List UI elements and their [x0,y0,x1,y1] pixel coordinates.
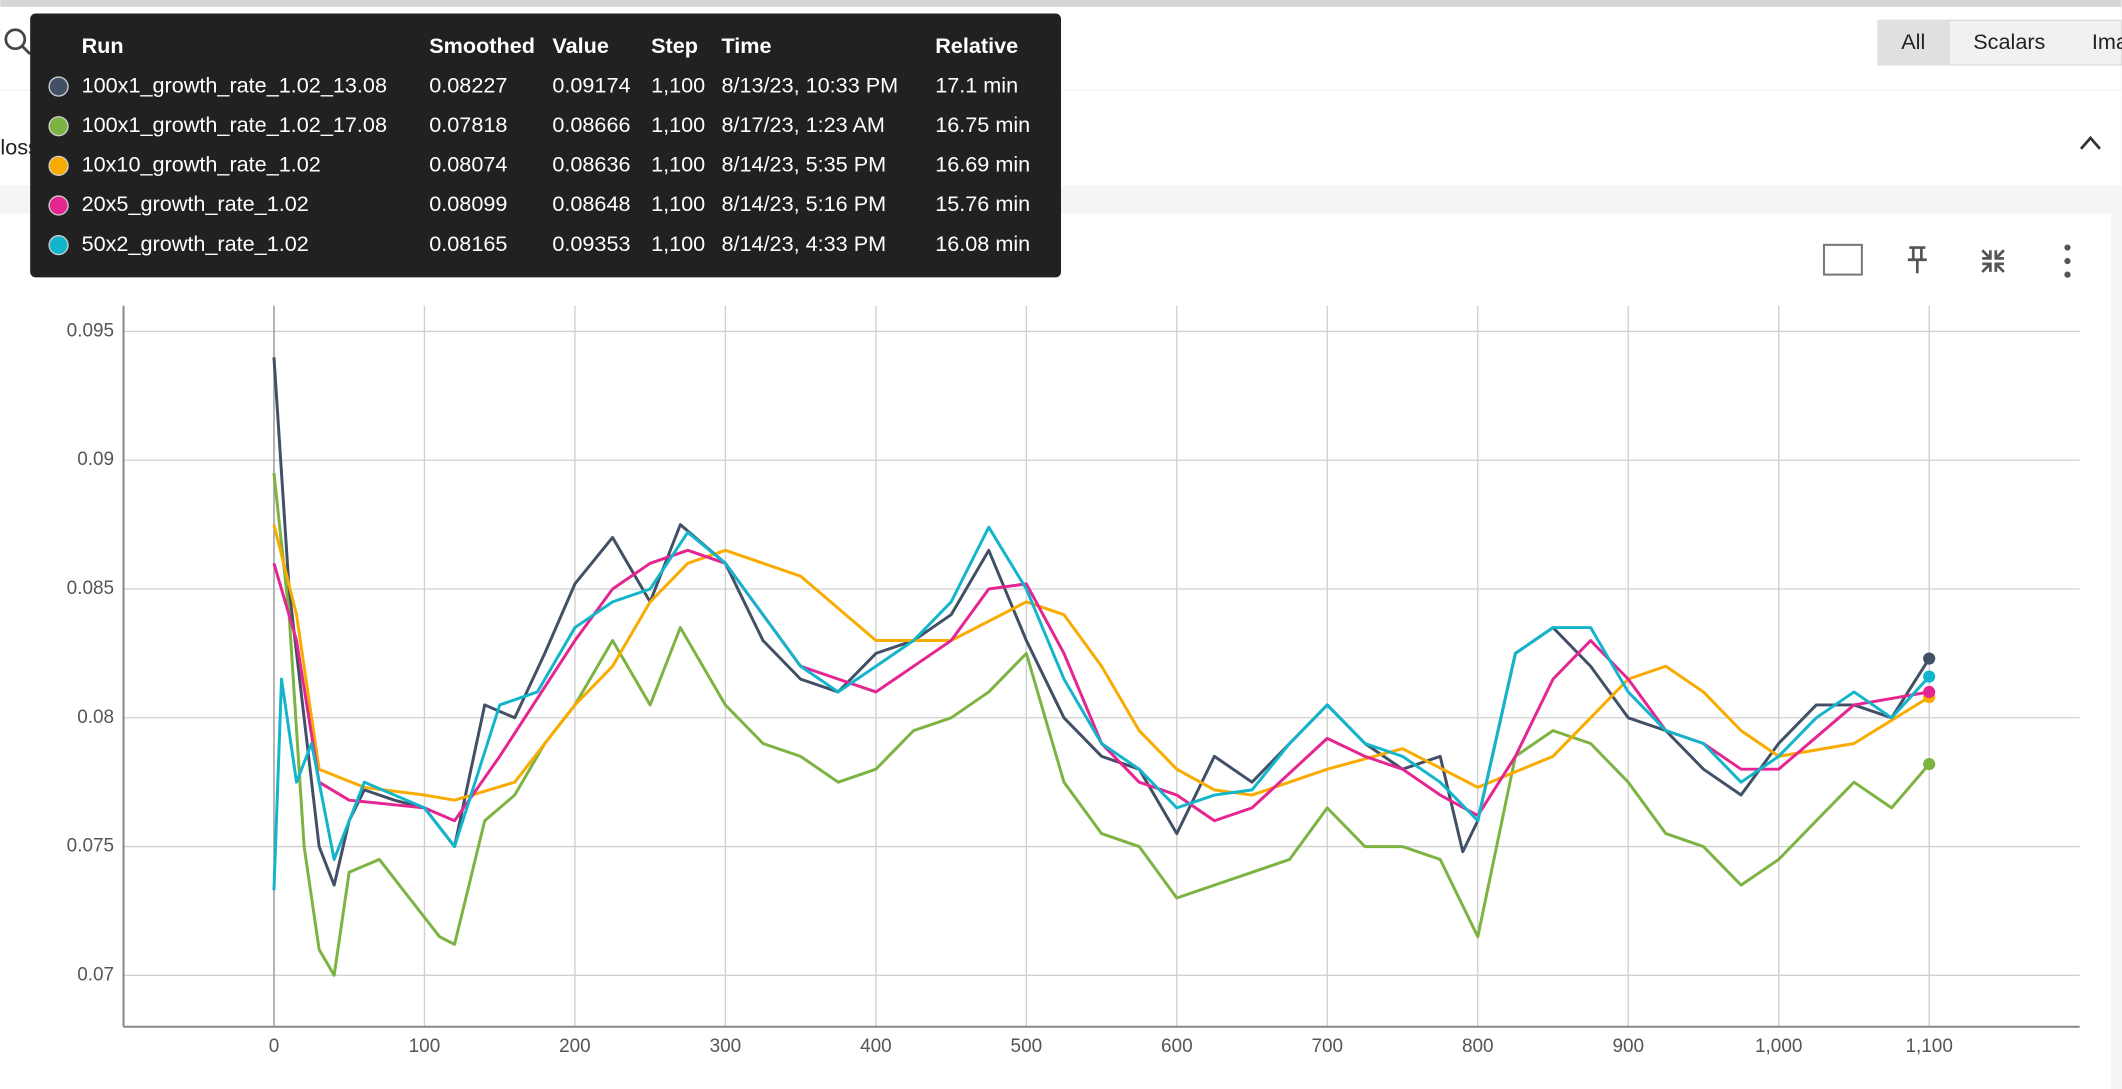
top-border [0,0,2122,7]
tooltip-cell: 0.08074 [429,152,507,177]
tooltip-header: Time [721,33,771,58]
tooltip-header: Run [82,33,124,58]
y-tick-label: 0.085 [67,578,114,599]
tooltip-cell: 16.69 min [935,152,1030,177]
card [0,213,2111,1089]
plot: 0.07 0.075 0.08 0.085 0.09 0.095 0 100 200 300 400… [67,305,2080,1057]
smoothed-line [272,524,1931,802]
tab[interactable]: Ima [2092,29,2122,54]
tab[interactable]: All [1901,29,1925,54]
x-tick-label: 300 [710,1036,742,1057]
tooltip-cell: 1,100 [651,152,705,177]
tooltip-cell: 8/14/23, 5:16 PM [721,191,886,216]
search-icon-handle [21,45,32,56]
tooltip-cell: 16.08 min [935,231,1030,256]
menu-dot[interactable] [2064,244,2071,251]
tooltip-cell: 8/13/23, 10:33 PM [721,72,898,97]
run-color [48,195,69,216]
y-tick-label: 0.08 [77,707,114,728]
tooltip-header: Value [552,33,609,58]
tooltip-background [30,13,1062,278]
smoothed-line [272,525,1931,891]
x-tick-label: 0 [269,1036,280,1057]
tooltip-cell: 0.08666 [552,112,630,137]
end-point [1923,685,1936,699]
tooltip-cell: 0.09174 [552,72,630,97]
tooltip-cell: 0.07818 [429,112,507,137]
run-name: 10x10_growth_rate_1.02 [82,152,321,177]
x-tick-label: 1,100 [1906,1036,1953,1057]
tooltip-header: Relative [935,33,1018,58]
y-tick-label: 0.095 [67,320,114,341]
x-tick-label: 800 [1462,1036,1494,1057]
tooltip-cell: 1,100 [651,191,705,216]
run-name: 50x2_growth_rate_1.02 [82,231,309,256]
tooltip-cell: 17.1 min [935,72,1018,97]
x-tick-label: 200 [559,1036,591,1057]
tooltip-cell: 8/14/23, 5:35 PM [721,152,886,177]
run-name: 100x1_growth_rate_1.02_13.08 [82,72,387,97]
x-tick-label: 900 [1612,1036,1644,1057]
collapse-icon[interactable] [2079,135,2101,150]
menu-dot[interactable] [2064,271,2071,278]
tooltip: Run Smoothed Value Step Time Relative 100x1_gr… [30,13,1062,278]
x-tick-label: 600 [1161,1036,1193,1057]
fit-domain-icon[interactable] [1822,243,1863,276]
tooltip-cell: 0.09353 [552,231,630,256]
end-point [1923,670,1936,683]
search-icon [4,28,27,51]
tooltip-cell: 0.08099 [429,191,507,216]
tooltip-cell: 1,100 [651,231,705,256]
tooltip-header: Smoothed [429,33,535,58]
tooltip-cell: 1,100 [651,112,705,137]
x-tick-label: 500 [1011,1036,1043,1057]
tooltip-cell: 1,100 [651,72,705,97]
run-color [48,76,69,97]
end-point [1923,652,1936,665]
end-point [1923,758,1936,771]
run-color [48,116,69,137]
x-tick-label: 100 [409,1036,441,1057]
tooltip-header: Step [651,33,698,58]
run-name: 20x5_growth_rate_1.02 [82,191,309,216]
smoothed-line [272,472,1931,977]
y-tick-label: 0.09 [77,449,114,470]
x-tick-label: 400 [860,1036,892,1057]
tooltip-cell: 0.08165 [429,231,507,256]
y-tick-label: 0.07 [77,964,114,985]
tooltip-cell: 8/17/23, 1:23 AM [721,112,885,137]
y-tick-label: 0.075 [67,836,114,857]
x-tick-label: 1,000 [1755,1036,1802,1057]
tooltip-cell: 0.08227 [429,72,507,97]
run-name: 100x1_growth_rate_1.02_17.08 [82,112,387,137]
tooltip-cell: 8/14/23, 4:33 PM [721,231,886,256]
menu-dot[interactable] [2064,257,2071,265]
tooltip-cell: 16.75 min [935,112,1030,137]
tab-active [1878,20,1950,65]
collapse-card-icon[interactable] [1981,249,2005,273]
run-color [48,155,69,176]
tooltip-cell: 15.76 min [935,191,1030,216]
pin-icon[interactable] [1907,246,1927,274]
tab[interactable]: Scalars [1973,29,2045,54]
x-tick-label: 700 [1312,1036,1344,1057]
tooltip-cell: 0.08636 [552,152,630,177]
tooltip-cell: 0.08648 [552,191,630,216]
run-color [48,234,69,256]
